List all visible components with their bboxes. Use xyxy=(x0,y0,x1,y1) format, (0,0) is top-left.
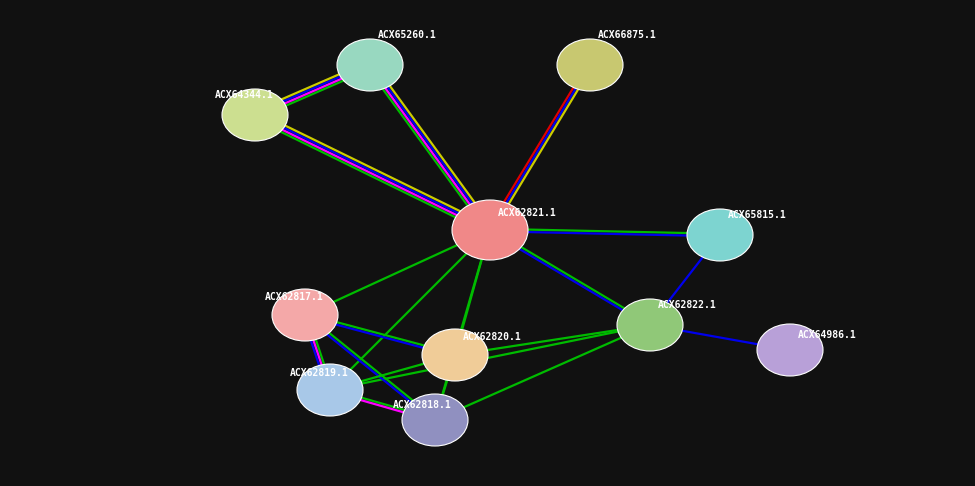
Text: ACX64986.1: ACX64986.1 xyxy=(798,330,857,340)
Text: ACX62819.1: ACX62819.1 xyxy=(290,368,349,378)
Ellipse shape xyxy=(557,39,623,91)
Text: ACX64344.1: ACX64344.1 xyxy=(215,90,274,100)
Ellipse shape xyxy=(337,39,403,91)
Ellipse shape xyxy=(297,364,363,416)
Ellipse shape xyxy=(617,299,683,351)
Ellipse shape xyxy=(452,200,528,260)
Text: ACX62821.1: ACX62821.1 xyxy=(498,208,557,218)
Text: ACX65815.1: ACX65815.1 xyxy=(728,210,787,220)
Text: ACX62818.1: ACX62818.1 xyxy=(393,400,451,410)
Ellipse shape xyxy=(272,289,338,341)
Ellipse shape xyxy=(757,324,823,376)
Text: ACX62822.1: ACX62822.1 xyxy=(658,300,717,310)
Text: ACX66875.1: ACX66875.1 xyxy=(598,30,657,40)
Text: ACX62820.1: ACX62820.1 xyxy=(463,332,522,342)
Ellipse shape xyxy=(402,394,468,446)
Ellipse shape xyxy=(422,329,488,381)
Text: ACX65260.1: ACX65260.1 xyxy=(378,30,437,40)
Text: ACX62817.1: ACX62817.1 xyxy=(265,292,324,302)
Ellipse shape xyxy=(687,209,753,261)
Ellipse shape xyxy=(222,89,288,141)
